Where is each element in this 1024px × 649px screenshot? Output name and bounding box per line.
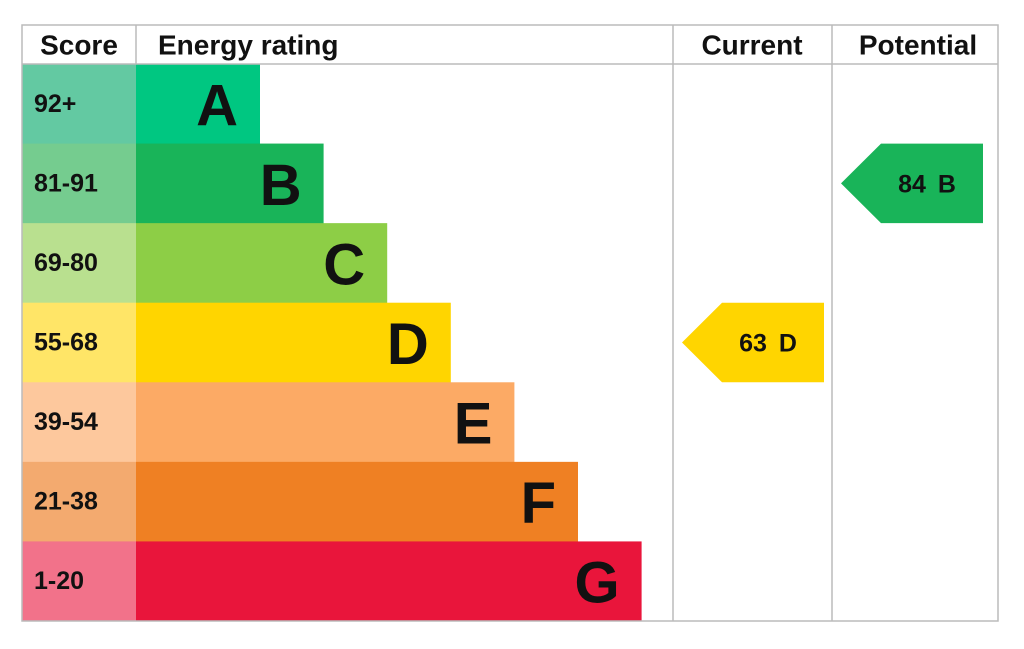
header-score: Score (40, 30, 118, 61)
score-cell (22, 64, 136, 145)
potential-value: 84 (898, 170, 926, 198)
rating-bar (136, 143, 324, 224)
rating-bar (136, 461, 578, 542)
current-arrow (682, 302, 824, 383)
rating-letter: C (323, 232, 365, 297)
potential-arrow (841, 143, 983, 224)
score-label: 92+ (34, 90, 76, 118)
potential-label: 84 B (898, 170, 956, 198)
rating-letter: G (574, 551, 619, 616)
score-cell (22, 302, 136, 383)
score-label: 69-80 (34, 249, 98, 277)
header-current: Current (701, 30, 802, 61)
score-label: 81-91 (34, 169, 98, 197)
current-label: 63 D (739, 329, 797, 357)
rating-bar (136, 64, 260, 145)
rating-letter: E (454, 392, 493, 457)
score-label: 55-68 (34, 328, 98, 356)
current-letter: D (779, 329, 797, 357)
rating-letter: A (196, 73, 238, 138)
rating-bar (136, 223, 388, 304)
score-label: 21-38 (34, 488, 98, 516)
potential-letter: B (938, 170, 956, 198)
score-label: 1-20 (34, 567, 84, 595)
score-cell (22, 223, 136, 304)
rating-letter: D (387, 312, 429, 377)
current-value: 63 (739, 329, 767, 357)
header-potential: Potential (859, 30, 977, 61)
rating-bar (136, 382, 515, 463)
table-frame (21, 24, 999, 622)
rating-letter: F (521, 471, 556, 536)
score-label: 39-54 (34, 408, 98, 436)
score-cell (22, 143, 136, 224)
rating-bar (136, 302, 451, 383)
frame (21, 24, 999, 622)
rating-bar (136, 541, 642, 622)
rating-letter: B (260, 153, 302, 218)
score-cell (22, 382, 136, 463)
score-cell (22, 461, 136, 542)
header-rating: Energy rating (158, 30, 338, 61)
score-cell (22, 541, 136, 622)
